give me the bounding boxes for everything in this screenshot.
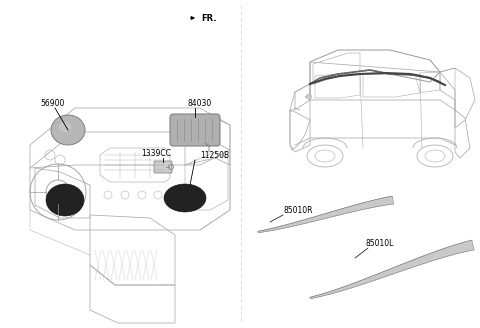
Polygon shape xyxy=(310,240,474,299)
FancyBboxPatch shape xyxy=(154,161,172,173)
Text: 11250B: 11250B xyxy=(200,151,229,160)
Ellipse shape xyxy=(164,184,206,212)
Text: 84030: 84030 xyxy=(188,99,212,108)
Polygon shape xyxy=(258,196,394,233)
Text: 56900: 56900 xyxy=(40,99,64,108)
Text: 85010R: 85010R xyxy=(283,206,312,215)
Text: FR.: FR. xyxy=(201,14,216,23)
Polygon shape xyxy=(305,94,312,100)
Text: 85010L: 85010L xyxy=(365,239,394,248)
Ellipse shape xyxy=(59,122,71,132)
Ellipse shape xyxy=(51,115,85,145)
Ellipse shape xyxy=(46,184,84,216)
FancyBboxPatch shape xyxy=(170,114,220,146)
Text: 1339CC: 1339CC xyxy=(141,149,171,158)
